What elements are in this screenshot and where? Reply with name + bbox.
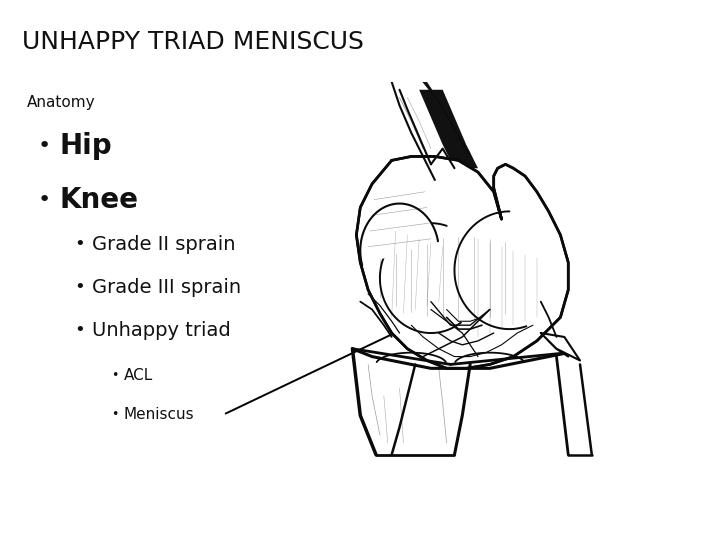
Text: Grade III sprain: Grade III sprain <box>92 278 241 297</box>
Text: ACL: ACL <box>124 368 153 383</box>
Text: Meniscus: Meniscus <box>124 407 194 422</box>
Polygon shape <box>419 90 478 168</box>
Text: UNHAPPY TRIAD MENISCUS: UNHAPPY TRIAD MENISCUS <box>22 30 364 53</box>
Text: Knee: Knee <box>59 186 138 214</box>
Text: Hip: Hip <box>59 132 112 160</box>
Text: •: • <box>111 369 118 382</box>
Polygon shape <box>423 82 470 157</box>
Text: •: • <box>74 321 85 340</box>
Text: Anatomy: Anatomy <box>27 95 96 110</box>
Text: Grade II sprain: Grade II sprain <box>92 234 235 254</box>
Polygon shape <box>356 157 568 368</box>
Text: Unhappy triad: Unhappy triad <box>92 321 231 340</box>
Text: •: • <box>74 235 85 253</box>
Text: •: • <box>74 278 85 296</box>
Text: •: • <box>37 136 50 156</box>
Polygon shape <box>360 204 438 265</box>
Text: •: • <box>111 408 118 421</box>
Text: •: • <box>37 190 50 210</box>
Polygon shape <box>541 333 580 361</box>
